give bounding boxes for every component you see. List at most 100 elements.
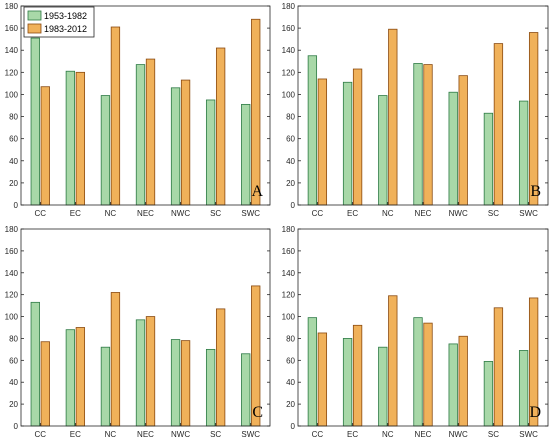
bar-b-ec-s2: [352, 68, 363, 206]
bar-b-cc-s1: [307, 55, 318, 206]
bar-a-cc-s2: [40, 86, 50, 206]
y-tick-label: 160: [282, 247, 296, 256]
y-tick-label: 20: [9, 400, 18, 409]
bar-c-ec-s1: [65, 329, 76, 427]
bar-a-ec-s2: [75, 71, 86, 206]
x-tick-label: NEC: [137, 209, 154, 218]
x-tick-label: SC: [210, 209, 221, 218]
x-tick-label: SWC: [519, 209, 538, 218]
y-tick-label: 80: [286, 113, 295, 122]
y-tick-label: 140: [5, 46, 19, 55]
legend-swatch: [27, 23, 42, 34]
x-tick-label: NWC: [171, 430, 190, 439]
bar-b-nec-s2: [423, 64, 433, 206]
y-tick-label: 20: [286, 400, 295, 409]
x-tick-label: SC: [488, 430, 499, 439]
bar-d-nc-s2: [388, 295, 398, 427]
y-tick-label: 120: [282, 291, 296, 300]
bar-c-nwc-s2: [180, 340, 191, 427]
y-tick-label: 0: [291, 201, 296, 210]
bar-c-nc-s1: [100, 346, 111, 427]
bar-c-nec-s2: [145, 316, 156, 427]
x-tick-label: EC: [70, 430, 81, 439]
plot-frame: [297, 5, 549, 206]
bar-a-nc-s1: [100, 95, 111, 206]
y-tick-label: 20: [286, 179, 295, 188]
y-tick-label: 60: [9, 356, 18, 365]
bar-d-nwc-s1: [448, 343, 458, 427]
bar-c-cc-s2: [40, 341, 50, 427]
y-tick-label: 40: [9, 157, 18, 166]
bar-a-sc-s1: [205, 99, 216, 206]
bar-d-nec-s1: [413, 317, 423, 427]
x-tick-label: NEC: [137, 430, 154, 439]
panel-label: D: [529, 404, 541, 421]
bar-b-nwc-s2: [458, 75, 468, 206]
bar-d-nwc-s2: [458, 335, 468, 427]
x-tick-label: NC: [105, 430, 117, 439]
y-tick-label: 160: [282, 24, 296, 33]
legend-entry: 1953-1982: [44, 11, 87, 21]
bar-a-ec-s1: [65, 70, 76, 206]
bar-d-nc-s1: [378, 346, 388, 427]
bar-b-ec-s1: [342, 81, 353, 206]
y-tick-label: 140: [282, 269, 296, 278]
y-tick-label: 60: [286, 356, 295, 365]
x-tick-label: NWC: [171, 209, 190, 218]
bar-a-swc-s1: [241, 103, 251, 206]
x-tick-label: SC: [210, 430, 221, 439]
bar-d-sc-s2: [493, 307, 504, 427]
plot-frame: [20, 228, 271, 427]
y-tick-label: 160: [5, 247, 19, 256]
x-tick-label: SC: [488, 209, 499, 218]
bar-a-nec-s1: [135, 64, 146, 206]
x-tick-label: NEC: [415, 430, 432, 439]
y-tick-label: 0: [14, 422, 19, 431]
y-tick-label: 120: [282, 68, 296, 77]
bar-b-nwc-s1: [448, 91, 458, 206]
bar-d-ec-s1: [342, 338, 353, 427]
x-tick-label: SWC: [241, 209, 260, 218]
bar-c-sc-s2: [215, 308, 226, 427]
bar-c-nc-s2: [110, 292, 121, 427]
y-tick-label: 80: [286, 334, 295, 343]
y-tick-label: 100: [282, 90, 296, 99]
x-tick-label: SWC: [519, 430, 538, 439]
bar-a-nec-s2: [145, 58, 156, 206]
bar-c-cc-s1: [30, 301, 40, 427]
bar-d-ec-s2: [352, 324, 363, 427]
y-tick-label: 0: [291, 422, 296, 431]
legend: 1953-1982 1983-2012: [23, 6, 95, 38]
y-tick-label: 100: [5, 90, 19, 99]
bar-c-nec-s1: [135, 319, 146, 427]
bar-b-nec-s1: [413, 63, 423, 206]
y-tick-label: 60: [9, 135, 18, 144]
y-tick-label: 140: [5, 269, 19, 278]
panel-label: C: [252, 404, 263, 421]
bar-b-nc-s1: [378, 95, 388, 206]
bar-a-swc-s2: [251, 18, 261, 206]
x-tick-label: CC: [312, 430, 324, 439]
bar-c-nwc-s1: [170, 339, 181, 427]
y-tick-label: 40: [286, 157, 295, 166]
y-tick-label: 180: [282, 2, 296, 11]
bar-d-cc-s1: [307, 317, 318, 427]
bar-a-nc-s2: [110, 26, 121, 206]
bar-a-nwc-s1: [170, 87, 181, 206]
x-tick-label: EC: [70, 209, 81, 218]
panel-label: B: [530, 183, 541, 200]
bar-c-ec-s2: [75, 327, 86, 427]
x-tick-label: CC: [35, 430, 47, 439]
bar-a-nwc-s2: [180, 79, 191, 206]
x-tick-label: NC: [382, 430, 394, 439]
bar-d-swc-s1: [518, 350, 529, 427]
bar-b-swc-s1: [518, 100, 529, 206]
y-tick-label: 0: [14, 201, 19, 210]
x-tick-label: NC: [105, 209, 117, 218]
chart-panel-d: 0 20 40 60 80 100 120 140 160 180 CC EC NC NEC NWC SC SW…: [282, 225, 549, 439]
bar-c-sc-s1: [205, 348, 216, 427]
x-tick-label: SWC: [241, 430, 260, 439]
y-tick-label: 160: [5, 24, 19, 33]
y-tick-label: 120: [5, 68, 19, 77]
y-tick-label: 40: [286, 378, 295, 387]
